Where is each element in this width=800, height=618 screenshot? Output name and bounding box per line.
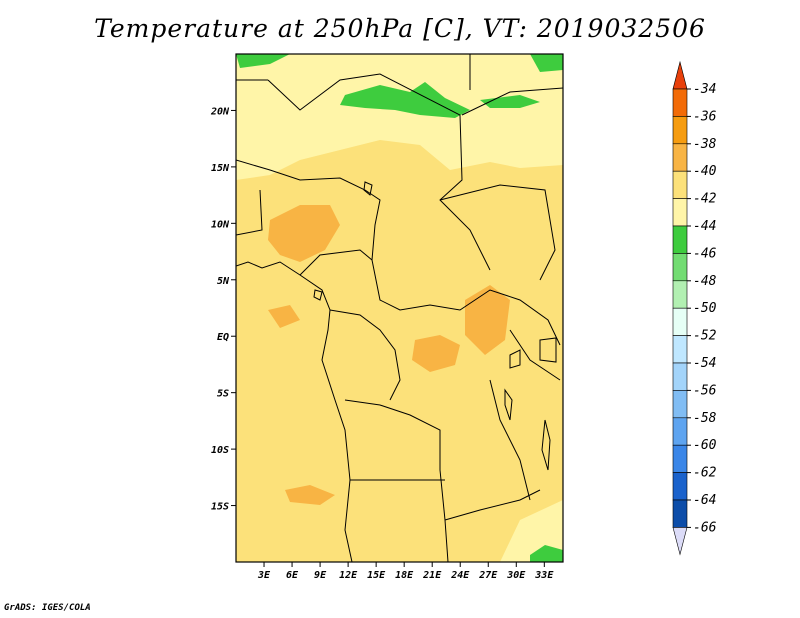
- warm-congo-patch: [412, 335, 460, 372]
- lon-tick-label: 30E: [506, 570, 526, 581]
- colorbar-swatch: [672, 417, 688, 446]
- colorbar-swatch: [672, 88, 688, 117]
- longitude-axis: 3E 6E 9E 12E 15E 18E 21E 24E 27E 30E 33E: [257, 562, 554, 581]
- colorbar-label: -52: [693, 329, 717, 344]
- green-east-patch: [480, 95, 540, 108]
- colorbar-top-arrow: [672, 60, 688, 90]
- warm-south-patch: [285, 485, 335, 505]
- lon-tick-label: 9E: [314, 570, 327, 581]
- warm-west-patch: [268, 305, 300, 328]
- colorbar: -34 -36 -38 -40 -42 -44 -46 -48 -50 -52 -54 -56 -58 -…: [672, 60, 717, 556]
- lon-tick-label: 27E: [478, 570, 498, 581]
- colorbar-swatch: [672, 390, 688, 419]
- lake-outlines: [313, 181, 557, 471]
- colorbar-bottom-arrow: [672, 527, 688, 556]
- lon-tick-label: 3E: [257, 570, 271, 581]
- colorbar-label: -42: [693, 192, 717, 207]
- lat-tick-label: EQ: [217, 332, 229, 343]
- country-borders: [236, 54, 563, 562]
- colorbar-swatch: [672, 472, 688, 501]
- lon-tick-label: 21E: [422, 570, 442, 581]
- lat-tick-label: 10S: [211, 445, 229, 456]
- grads-credit: GrADS: IGES/COLA: [4, 603, 91, 613]
- lon-tick-label: 15E: [367, 570, 386, 581]
- colorbar-swatch: [672, 253, 688, 282]
- chart-title: Temperature at 250hPa [C], VT: 201903250…: [94, 14, 706, 43]
- green-south-patch: [530, 545, 563, 562]
- colorbar-label: -64: [693, 493, 716, 508]
- colorbar-swatch: [672, 116, 688, 145]
- lon-tick-label: 18E: [395, 570, 414, 581]
- colorbar-swatch: [672, 307, 688, 336]
- colorbar-swatch: [672, 280, 688, 309]
- colorbar-label: -56: [693, 383, 717, 398]
- green-sahara-patch: [340, 82, 470, 118]
- lat-tick-label: 15S: [211, 502, 229, 513]
- colorbar-label: -50: [693, 301, 717, 316]
- lat-tick-label: 5N: [217, 276, 230, 287]
- colorbar-swatch: [672, 499, 688, 528]
- lat-tick-label: 20N: [210, 106, 230, 117]
- lat-tick-label: 10N: [211, 219, 230, 230]
- colorbar-swatch: [672, 170, 688, 199]
- map-area: [236, 54, 563, 562]
- colorbar-label: -54: [693, 356, 716, 371]
- colorbar-swatch: [672, 444, 688, 473]
- colorbar-label: -60: [693, 438, 717, 453]
- colorbar-label: -38: [693, 137, 717, 152]
- latitude-axis: 20N 15N 10N 5N EQ 5S 10S 15S: [210, 106, 236, 513]
- colorbar-swatch: [672, 143, 688, 172]
- lon-tick-label: 6E: [286, 570, 299, 581]
- green-north-edge-patch: [236, 54, 290, 68]
- colorbar-label: -40: [693, 164, 717, 179]
- lon-tick-label: 24E: [450, 570, 470, 581]
- lon-tick-label: 12E: [339, 570, 358, 581]
- colorbar-label: -58: [693, 411, 717, 426]
- colorbar-swatch: [672, 335, 688, 364]
- colorbar-label: -44: [693, 219, 716, 234]
- colorbar-label: -34: [693, 82, 716, 97]
- colorbar-label: -36: [693, 109, 717, 124]
- warm-nigeria-patch: [268, 205, 340, 262]
- colorbar-label: -46: [693, 246, 717, 261]
- colorbar-label: -62: [693, 466, 717, 481]
- colorbar-swatch: [672, 362, 688, 391]
- colorbar-swatch: [672, 225, 688, 254]
- lat-tick-label: 15N: [211, 163, 230, 174]
- green-corner-patch: [530, 54, 563, 72]
- colorbar-swatch: [672, 198, 688, 227]
- cold-north-band: [236, 54, 563, 180]
- map-frame: [235, 53, 564, 563]
- colorbar-label: -48: [693, 274, 717, 289]
- lat-tick-label: 5S: [217, 389, 229, 400]
- lon-tick-label: 33E: [534, 570, 554, 581]
- warm-east-patch: [465, 285, 510, 355]
- colorbar-label: -66: [693, 520, 717, 535]
